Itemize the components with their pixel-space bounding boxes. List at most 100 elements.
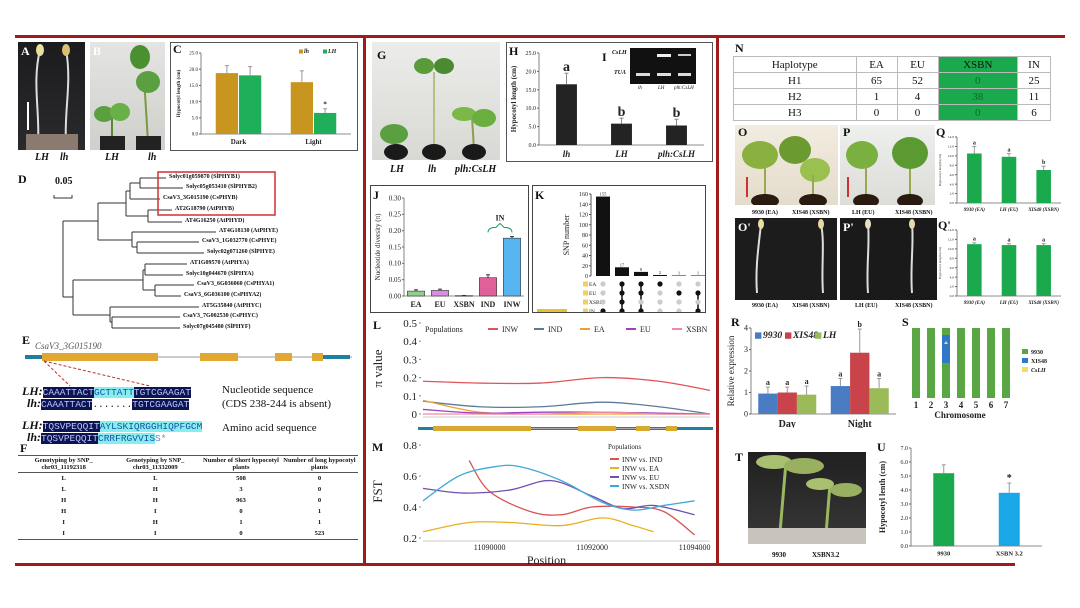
- label-genotype: 9930: [772, 551, 786, 559]
- table-cell: 1: [317, 519, 322, 526]
- y-axis-label: π value: [370, 349, 385, 387]
- significance-letter: a: [973, 237, 976, 243]
- y-tick-label: 10.0: [948, 247, 954, 251]
- photo-p-plants: [840, 125, 935, 205]
- legend-label: 9930: [763, 330, 782, 341]
- matrix-dot: [600, 290, 606, 296]
- legend-label: 9930: [1031, 350, 1043, 356]
- y-tick-label: 10.0: [189, 100, 198, 105]
- panel-label-s: S: [902, 315, 909, 329]
- matrix-dot: [619, 308, 625, 314]
- x-tick-label: Light: [305, 138, 322, 146]
- col-header: Haplotype: [733, 56, 857, 73]
- chromosome-bar: [912, 328, 920, 398]
- legend-label: EA: [594, 325, 605, 334]
- y-tick-label: 3.0: [901, 502, 909, 508]
- bar: [777, 392, 797, 414]
- significance-letter: a: [805, 377, 809, 386]
- legend-label: XIS48: [792, 330, 818, 341]
- bar: [967, 153, 982, 203]
- panel-label-b: B: [93, 44, 102, 58]
- bar: [431, 290, 449, 297]
- legend-label: INW vs. IND: [622, 455, 663, 464]
- series-line: [422, 411, 711, 415]
- table-cell: H: [61, 508, 67, 515]
- table-cell: 1: [855, 88, 898, 105]
- series-line: [422, 517, 654, 533]
- y-tick-label: 100: [579, 223, 588, 229]
- label-genotype: LH: [390, 164, 404, 175]
- nt-note: Nucleotide sequence: [222, 384, 314, 396]
- intersection-label: 17: [620, 262, 625, 267]
- zoom-guide-line: [43, 360, 71, 387]
- seq-segment: TGTCGAAGAT: [132, 399, 190, 410]
- seedling-illustration: [865, 219, 915, 294]
- legend-swatch: [299, 49, 303, 54]
- x-tick-label: 9930: [937, 551, 950, 558]
- matrix-dot: [657, 290, 663, 296]
- y-tick-label: 140: [579, 202, 588, 208]
- significance-letter: a: [1008, 148, 1011, 154]
- legend-label: INW vs. XSDN: [622, 482, 670, 491]
- x-tick-label: LH: [614, 149, 628, 159]
- y-tick-label: 10.0: [948, 154, 954, 158]
- gel-row-label: TUA: [614, 70, 626, 76]
- tree-scale-label: 0.05: [55, 176, 73, 187]
- gel-band: [678, 73, 691, 76]
- y-axis-label: Hypocotyl length (cm): [938, 153, 942, 186]
- exon: [42, 353, 158, 361]
- matrix-dot: [600, 308, 606, 314]
- bar: [933, 473, 955, 546]
- seq-segment: TQSVPEQQIT: [42, 421, 100, 432]
- chart-r-relative-expression: 0 1 2 3 4 Day a a a Night a b a Relative expression 99…: [726, 320, 896, 428]
- y-tick-label: 5.0: [192, 116, 199, 121]
- gel-lane-label: lh: [638, 86, 642, 91]
- intersection-bar: [672, 275, 686, 276]
- significance-letter: a: [766, 378, 770, 387]
- tree-leaf: CsaV3_3G015190 (CsPHYB): [163, 195, 238, 201]
- chromosome-bar: [1002, 328, 1010, 398]
- y-tick-label: 0.4: [403, 502, 417, 514]
- table-cell: L: [61, 475, 66, 482]
- photo-g-complementation: [372, 42, 500, 160]
- y-tick-label: 0.0: [950, 294, 955, 298]
- y-tick-label: 0.4: [403, 336, 417, 348]
- intersection-label: 8: [640, 267, 643, 272]
- y-axis-label: SNP number: [562, 214, 571, 255]
- exon: [312, 353, 323, 361]
- legend-label: INW: [502, 325, 518, 334]
- y-tick-label: 3: [744, 345, 748, 354]
- x-tick-label: Dark: [231, 138, 247, 146]
- seedling-illustration: [755, 219, 824, 294]
- panel-label-j: J: [373, 188, 379, 202]
- y-tick-label: 40: [582, 254, 588, 260]
- bottom-rule: [15, 563, 1015, 566]
- significance-letter: a: [877, 370, 881, 379]
- bar: [666, 125, 687, 145]
- set-size-bar: [537, 309, 567, 314]
- seq-segment: CAAATTACT: [41, 399, 93, 410]
- gel-band: [678, 54, 691, 56]
- seedling-illustration: [26, 44, 78, 150]
- photo-a-seedlings-dark: [18, 42, 85, 150]
- y-tick-label: 5.0: [901, 474, 909, 480]
- y-tick-label: 20.0: [189, 68, 198, 73]
- bracket: [487, 222, 513, 233]
- y-tick-label: 160: [579, 192, 588, 198]
- matrix-dot: [695, 290, 701, 296]
- panel-label-p: P: [843, 125, 851, 139]
- tree-leaf: CsaV3_6G036060 (CsPHYA1): [197, 281, 275, 287]
- y-axis-label: FST: [370, 480, 385, 502]
- aa-seq-LH: LH:TQSVPEQQITAYLSKIQRGGHIQPFGCM: [22, 419, 203, 432]
- chart-m-fst: 0.2 0.4 0.6 0.8 11090000 11092000 11094000 Posi…: [370, 440, 710, 565]
- y-tick-label: 120: [579, 213, 588, 219]
- y-tick-label: 0.00: [389, 292, 402, 300]
- panel-label-o-prime: O': [738, 220, 751, 234]
- y-tick-label: 0.0: [529, 143, 537, 149]
- phyb-clade-highlight: [157, 171, 276, 216]
- seq-segment-changed: AYLSKIQRGGHIQPFGCM: [99, 421, 203, 432]
- label-lh-mutant: lh: [60, 152, 69, 163]
- series-line: [422, 464, 695, 511]
- chromosome-label: 4: [959, 400, 964, 410]
- matrix-dot: [600, 299, 606, 305]
